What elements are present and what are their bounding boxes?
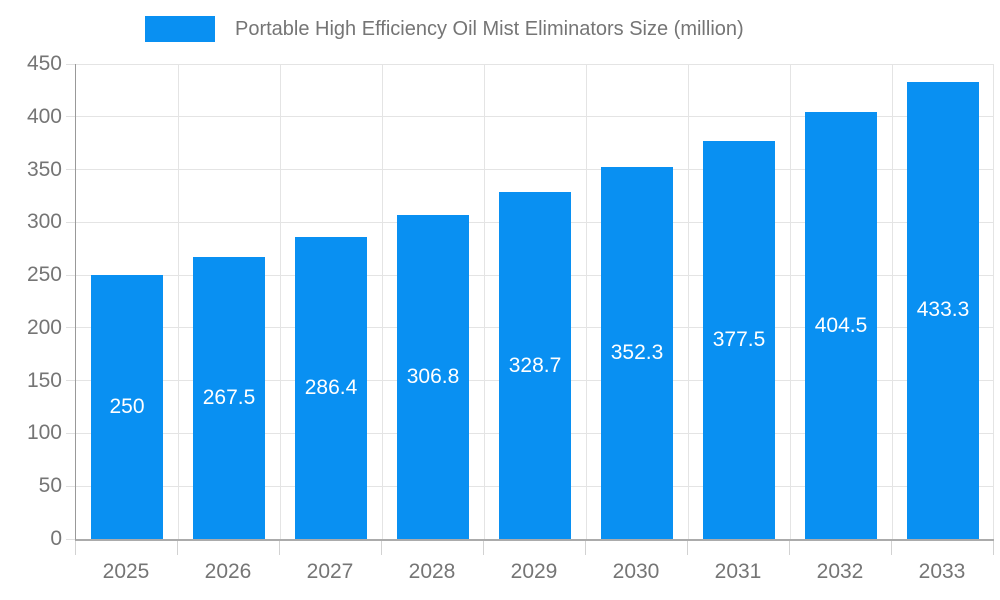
- y-axis-tick: [66, 63, 75, 65]
- x-axis-tick: [789, 541, 790, 555]
- y-axis-tick: [66, 380, 75, 382]
- bar-value-label: 286.4: [304, 375, 358, 399]
- bar-2032[interactable]: 404.5: [805, 112, 877, 539]
- x-axis-tick: [992, 541, 994, 555]
- x-axis-tick-label: 2025: [102, 560, 150, 583]
- y-axis-tick: [66, 221, 75, 223]
- x-axis-tick-label: 2028: [408, 560, 456, 583]
- y-gridline: [76, 116, 994, 118]
- y-axis-tick-label: 50: [38, 474, 62, 498]
- bar-2029[interactable]: 328.7: [499, 192, 571, 539]
- x-axis-tick-label: 2027: [306, 560, 354, 583]
- plot-area: 250 267.5 286.4 306.8 328.7 352.3 377.5 404.5 43…: [75, 63, 994, 541]
- x-axis-tick: [891, 541, 892, 555]
- y-axis-tick-label: 150: [26, 368, 62, 392]
- y-axis-tick-label: 0: [50, 527, 62, 550]
- y-axis-tick-label: 350: [26, 157, 62, 181]
- y-axis-tick: [66, 327, 75, 329]
- y-axis-tick: [66, 432, 75, 434]
- bar-2030[interactable]: 352.3: [601, 167, 673, 539]
- x-axis-tick: [483, 541, 484, 555]
- x-axis-tick: [585, 541, 586, 555]
- bar-2027[interactable]: 286.4: [295, 236, 367, 539]
- bar-2026[interactable]: 267.5: [193, 256, 265, 539]
- y-axis-tick-label: 400: [26, 104, 62, 128]
- y-axis-tick: [66, 274, 75, 276]
- y-axis-tick: [66, 116, 75, 118]
- chart-legend[interactable]: Portable High Efficiency Oil Mist Elimin…: [145, 16, 744, 42]
- x-axis-tick-label: 2032: [816, 560, 864, 583]
- x-axis-tick-label: 2030: [612, 560, 660, 583]
- x-gridline: [280, 64, 281, 539]
- bar-value-label: 433.3: [916, 298, 970, 322]
- x-axis-tick: [177, 541, 178, 555]
- x-axis-tick: [279, 541, 280, 555]
- bar-2025[interactable]: 250: [91, 275, 163, 539]
- bar-2028[interactable]: 306.8: [397, 215, 469, 539]
- y-axis-tick-label: 250: [26, 263, 62, 287]
- x-gridline: [586, 64, 587, 539]
- x-axis-tick-label: 2031: [714, 560, 762, 583]
- y-axis-tick-label: 200: [26, 315, 62, 339]
- y-axis-tick-label: 300: [26, 210, 62, 234]
- bar-value-label: 377.5: [712, 327, 766, 351]
- x-gridline: [688, 64, 689, 539]
- x-axis-tick: [687, 541, 688, 555]
- bar-2033[interactable]: 433.3: [907, 81, 979, 539]
- x-axis-tick: [75, 541, 76, 555]
- y-axis-tick-label: 100: [26, 421, 62, 445]
- chart-title: Portable High Efficiency Oil Mist Elimin…: [235, 17, 744, 40]
- y-gridline: [76, 169, 994, 171]
- x-gridline: [993, 64, 994, 539]
- bar-value-label: 306.8: [406, 365, 460, 389]
- x-axis-tick-label: 2026: [204, 560, 252, 583]
- x-gridline: [178, 64, 179, 539]
- x-gridline: [892, 64, 893, 539]
- x-gridline: [484, 64, 485, 539]
- bar-value-label: 328.7: [508, 353, 562, 377]
- bar-value-label: 352.3: [610, 341, 664, 365]
- x-axis-tick-label: 2029: [510, 560, 558, 583]
- y-axis-tick: [66, 169, 75, 171]
- y-gridline: [76, 63, 994, 65]
- x-axis-tick-label: 2033: [918, 560, 966, 583]
- x-gridline: [790, 64, 791, 539]
- y-axis-tick: [66, 538, 75, 540]
- y-axis-tick: [66, 485, 75, 487]
- legend-swatch: [145, 16, 215, 42]
- bar-2031[interactable]: 377.5: [703, 140, 775, 539]
- x-axis-tick: [381, 541, 382, 555]
- x-gridline: [382, 64, 383, 539]
- y-axis-tick-label: 450: [26, 52, 62, 75]
- bar-value-label: 404.5: [814, 313, 868, 337]
- bar-value-label: 267.5: [202, 385, 256, 409]
- bar-value-label: 250: [109, 395, 145, 419]
